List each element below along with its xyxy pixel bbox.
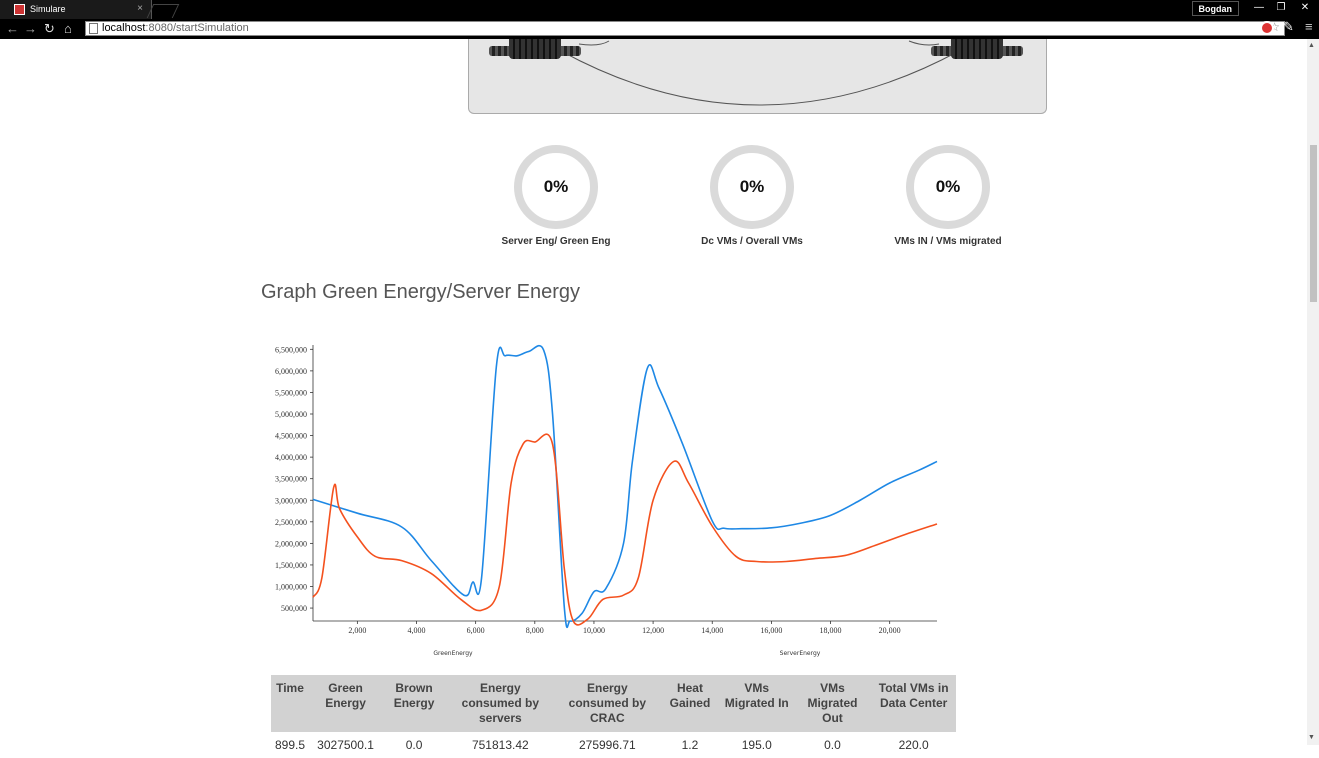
x-tick-label: 6,000 <box>467 626 485 635</box>
table-row: 899.5 3027500.1 0.0 751813.42 275996.71 … <box>271 732 956 758</box>
new-tab-button[interactable] <box>146 4 180 18</box>
y-tick-label: 3,000,000 <box>275 496 307 505</box>
url-host: localhost <box>102 22 146 34</box>
gauge-label: VMs IN / VMs migrated <box>894 236 1002 247</box>
y-tick-label: 6,500,000 <box>275 345 307 354</box>
y-tick-label: 5,500,000 <box>275 388 307 397</box>
x-tick-label: 8,000 <box>526 626 544 635</box>
column-header: Energy consumed by servers <box>446 675 555 732</box>
x-tick-label: 2,000 <box>348 626 366 635</box>
column-header: Energy consumed by CRAC <box>554 675 661 732</box>
table-cell: 899.5 <box>275 738 306 752</box>
y-tick-label: 4,000,000 <box>275 453 307 462</box>
url-path: :8080/startSimulation <box>145 22 249 34</box>
x-tick-label: 10,000 <box>583 626 605 635</box>
gauge-vms-migrated: 0% <box>906 145 990 229</box>
column-header: VMs Migrated In <box>719 675 794 732</box>
legend-label: ServerEnergy <box>780 650 821 657</box>
restore-icon[interactable]: ❐ <box>1276 2 1286 13</box>
energy-line-chart: 500,000 1,000,000 1,500,000 2,000,000 2,500,… <box>275 344 938 657</box>
gauge-dc-vms: 0% <box>710 145 794 229</box>
y-tick-label: 2,500,000 <box>275 518 307 527</box>
series-line-serverenergy <box>312 433 938 626</box>
table-cell: 220.0 <box>898 738 929 752</box>
y-tick-label: 3,500,000 <box>275 475 307 484</box>
y-tick-label: 2,000,000 <box>275 539 307 548</box>
column-header: VMs Migrated Out <box>793 675 872 732</box>
y-tick-label: 4,500,000 <box>275 432 307 441</box>
gauge-server-green: 0% <box>514 145 598 229</box>
close-window-icon[interactable]: ✕ <box>1300 2 1310 13</box>
x-tick-label: 4,000 <box>408 626 426 635</box>
server-icon <box>931 39 1023 59</box>
table-header-row: Time Green Energy Brown Energy Energy co… <box>271 675 956 732</box>
browser-toolbar: ← → ↻ ⌂ localhost:8080/startSimulation ☆ <box>0 19 1319 39</box>
gauge-label: Server Eng/ Green Eng <box>501 236 611 247</box>
y-tick-label: 500,000 <box>281 604 307 613</box>
scroll-up-icon[interactable]: ▲ <box>1308 42 1315 49</box>
bookmark-star-icon[interactable]: ☆ <box>1269 20 1280 34</box>
column-header: Time <box>271 675 310 732</box>
table-cell: 751813.42 <box>471 738 529 752</box>
tab-title: Simulare <box>30 4 66 14</box>
browser-tab[interactable]: Simulare × <box>0 0 152 19</box>
reload-icon[interactable]: ↻ <box>44 21 55 36</box>
y-tick-label: 5,000,000 <box>275 410 307 419</box>
tab-close-icon[interactable]: × <box>137 3 143 14</box>
favicon-icon <box>14 4 25 15</box>
x-tick-label: 12,000 <box>642 626 664 635</box>
minimize-icon[interactable]: — <box>1254 2 1264 13</box>
table-cell: 1.2 <box>681 738 699 752</box>
scroll-down-icon[interactable]: ▼ <box>1308 734 1315 741</box>
column-header: Heat Gained <box>660 675 720 732</box>
table-cell: 3027500.1 <box>317 738 374 752</box>
y-tick-label: 1,500,000 <box>275 561 307 570</box>
graph-title: Graph Green Energy/Server Energy <box>261 281 581 303</box>
x-tick-label: 18,000 <box>820 626 842 635</box>
network-diagram <box>468 39 1047 114</box>
table-cell: 195.0 <box>741 738 772 752</box>
table-cell: 0.0 <box>405 738 423 752</box>
table-cell: 275996.71 <box>578 738 636 752</box>
server-icon <box>489 39 581 59</box>
network-links <box>560 40 960 106</box>
extension-icon[interactable] <box>1260 21 1274 35</box>
x-tick-label: 16,000 <box>760 626 782 635</box>
x-tick-label: 14,000 <box>701 626 723 635</box>
scrollbar-thumb[interactable] <box>1310 145 1317 302</box>
profile-button[interactable]: Bogdan <box>1191 1 1239 16</box>
column-header: Brown Energy <box>382 675 447 732</box>
address-bar[interactable]: localhost:8080/startSimulation ☆ <box>85 21 1285 36</box>
column-header: Total VMs in Data Center <box>871 675 956 732</box>
legend-label: GreenEnergy <box>433 650 473 657</box>
column-header: Green Energy <box>309 675 383 732</box>
y-tick-label: 1,000,000 <box>275 583 307 592</box>
page-icon <box>89 23 98 34</box>
title-bar: Simulare × Bogdan — ❐ ✕ <box>0 0 1319 19</box>
forward-icon[interactable]: → <box>24 21 37 36</box>
simulation-table: Time Green Energy Brown Energy Energy co… <box>271 675 956 758</box>
gauge-label: Dc VMs / Overall VMs <box>701 236 803 247</box>
series-line-greenenergy <box>312 344 938 628</box>
table-cell: 0.0 <box>824 738 841 752</box>
back-icon[interactable]: ← <box>6 21 19 36</box>
menu-icon[interactable]: ≡ <box>1305 19 1313 34</box>
x-tick-label: 20,000 <box>879 626 901 635</box>
pen-extension-icon[interactable]: ✎ <box>1283 19 1294 34</box>
home-icon[interactable]: ⌂ <box>64 21 72 36</box>
y-tick-label: 6,000,000 <box>275 367 307 376</box>
